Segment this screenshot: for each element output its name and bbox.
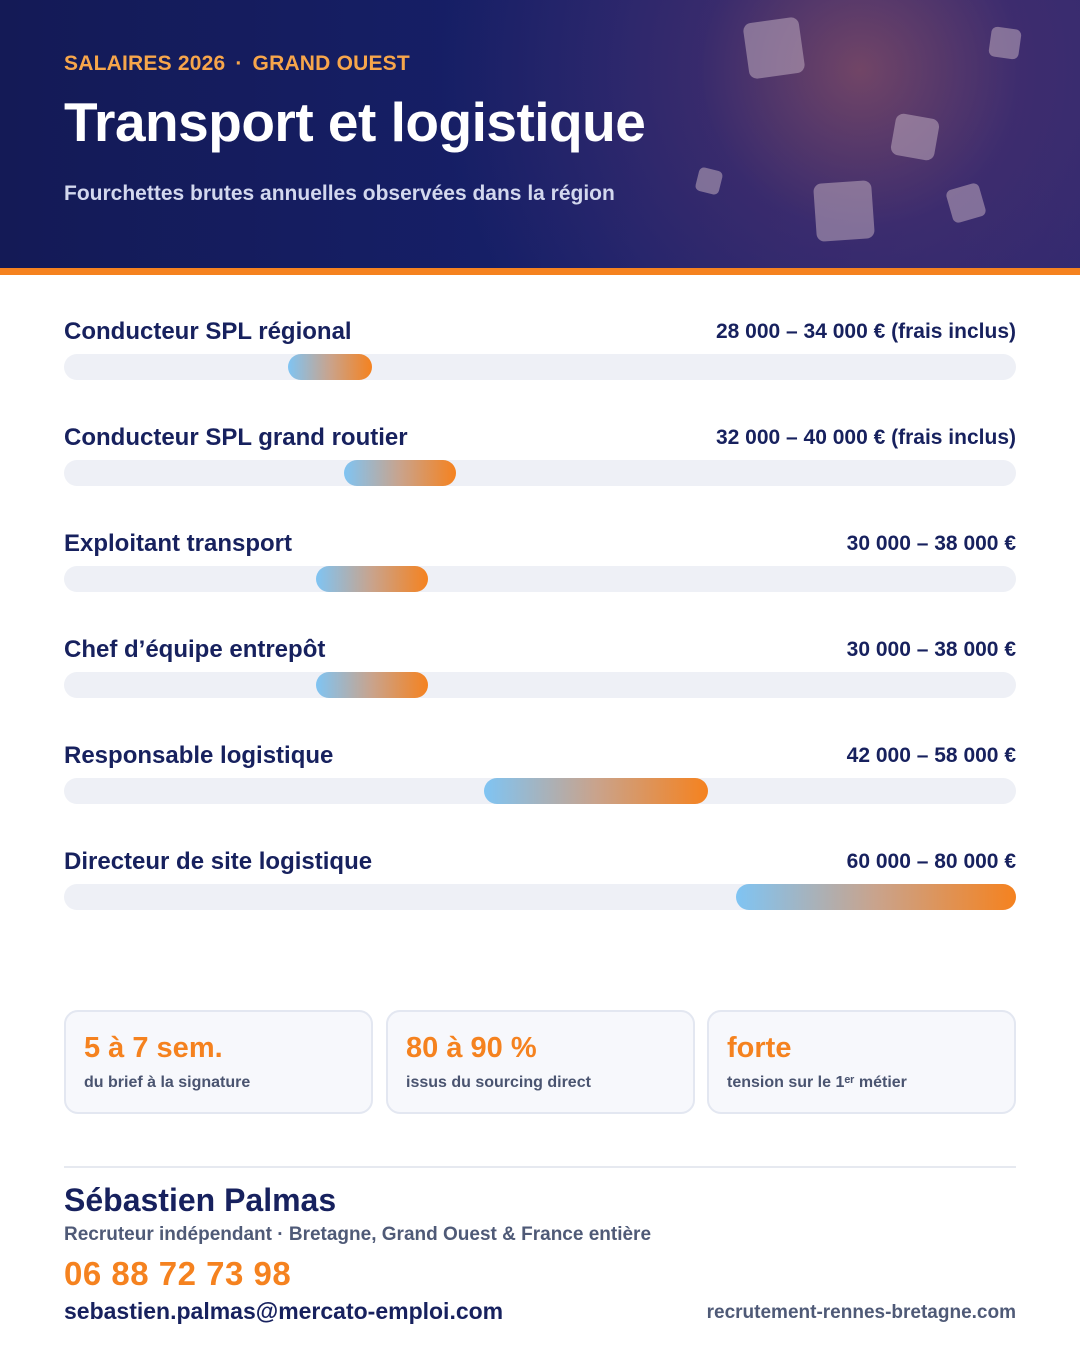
- stat-label: tension sur le 1ᵉʳ métier: [727, 1074, 907, 1091]
- range-track: [64, 672, 1016, 698]
- category-label: Responsable logistique: [64, 742, 334, 769]
- chart-row: Chef d’équipe entrepôt 30 000 – 38 000 €: [64, 636, 1016, 742]
- header-banner: SALAIRES 2026 · GRAND OUEST Transport et l…: [0, 0, 1080, 268]
- range-track: [64, 778, 1016, 804]
- contact-email[interactable]: sebastien.palmas@mercato-emploi.com: [64, 1298, 504, 1324]
- range-bar: [736, 884, 1016, 910]
- range-data-label: 60 000 – 80 000 €: [846, 850, 1016, 873]
- kicker-year: SALAIRES 2026: [64, 52, 226, 75]
- decorative-square: [813, 180, 875, 242]
- decorative-square: [742, 16, 806, 80]
- range-track: [64, 354, 1016, 380]
- chart-row: Directeur de site logistique 60 000 – 80 …: [64, 848, 1016, 954]
- decorative-square: [988, 26, 1022, 60]
- kicker: SALAIRES 2026 · GRAND OUEST: [64, 52, 410, 76]
- range-data-label: 28 000 – 34 000 € (frais inclus): [715, 320, 1016, 343]
- stat-label: du brief à la signature: [84, 1074, 251, 1091]
- range-bar: [288, 354, 372, 380]
- category-label: Exploitant transport: [64, 530, 293, 557]
- page-title: Transport et logistique: [64, 91, 646, 153]
- stat-card-sourcing: 80 à 90 % issus du sourcing direct: [386, 1010, 695, 1114]
- decorative-square: [889, 112, 941, 162]
- range-data-label: 32 000 – 40 000 € (frais inclus): [715, 426, 1016, 449]
- range-data-label: 30 000 – 38 000 €: [846, 532, 1016, 555]
- stat-label: issus du sourcing direct: [406, 1074, 591, 1091]
- range-bar: [316, 672, 428, 698]
- category-label: Chef d’équipe entrepôt: [64, 636, 326, 663]
- stats-row: 5 à 7 sem. du brief à la signature 80 à …: [64, 1010, 1016, 1114]
- category-label: Conducteur SPL régional: [64, 318, 352, 345]
- range-track: [64, 884, 1016, 910]
- decorative-square: [944, 181, 988, 225]
- stat-value: 5 à 7 sem.: [84, 1032, 223, 1064]
- range-track: [64, 566, 1016, 592]
- chart-row: Exploitant transport 30 000 – 38 000 €: [64, 530, 1016, 636]
- range-track: [64, 460, 1016, 486]
- footer-divider: [64, 1166, 1016, 1168]
- range-bar: [316, 566, 428, 592]
- chart-row: Conducteur SPL régional 28 000 – 34 000 €…: [64, 318, 1016, 424]
- stat-value: 80 à 90 %: [406, 1032, 537, 1064]
- contact-role: Recruteur indépendant · Bretagne, Grand …: [64, 1224, 652, 1245]
- range-bar: [344, 460, 456, 486]
- category-label: Conducteur SPL grand routier: [64, 424, 408, 451]
- category-label: Directeur de site logistique: [64, 848, 373, 875]
- chart-row: Conducteur SPL grand routier 32 000 – 40 …: [64, 424, 1016, 530]
- stat-card-tension: forte tension sur le 1ᵉʳ métier: [707, 1010, 1016, 1114]
- contact-phone[interactable]: 06 88 72 73 98: [64, 1255, 292, 1292]
- range-bar: [484, 778, 708, 804]
- page-subtitle: Fourchettes brutes annuelles observées d…: [64, 182, 615, 205]
- range-data-label: 42 000 – 58 000 €: [846, 744, 1016, 767]
- kicker-separator: ·: [235, 52, 243, 75]
- kicker-region: GRAND OUEST: [252, 52, 410, 75]
- stat-value: forte: [727, 1032, 792, 1064]
- chart-row: Responsable logistique 42 000 – 58 000 €: [64, 742, 1016, 848]
- contact-name: Sébastien Palmas: [64, 1182, 337, 1218]
- range-data-label: 30 000 – 38 000 €: [846, 638, 1016, 661]
- contact-website[interactable]: recrutement-rennes-bretagne.com: [706, 1302, 1016, 1323]
- decorative-square: [694, 166, 724, 196]
- salary-range-chart: Conducteur SPL régional 28 000 – 34 000 €…: [64, 318, 1016, 954]
- stat-card-delay: 5 à 7 sem. du brief à la signature: [64, 1010, 373, 1114]
- header-accent-rule: [0, 268, 1080, 275]
